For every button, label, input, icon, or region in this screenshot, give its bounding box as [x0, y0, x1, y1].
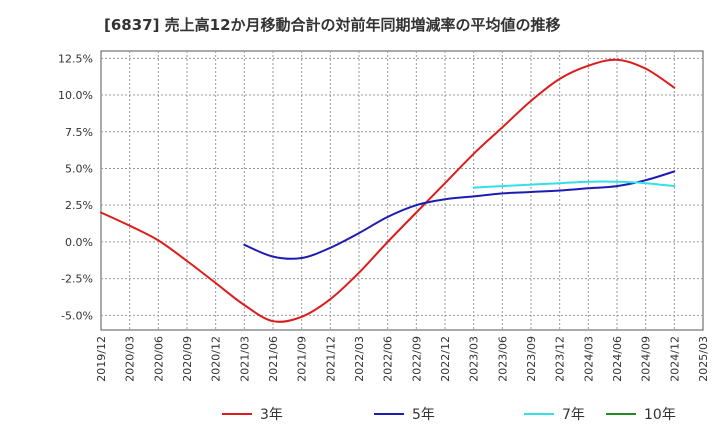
x-tick-label: 2020/06	[152, 336, 165, 382]
chart-title: [6837] 売上高12か月移動合計の対前年同期増減率の平均値の推移	[104, 16, 561, 34]
legend-label: 3年	[260, 407, 283, 423]
series-line-1	[100, 58, 676, 323]
y-tick-label: 0.0%	[65, 236, 93, 249]
x-tick-label: 2022/03	[353, 336, 366, 382]
legend-label: 7年	[562, 407, 585, 423]
y-tick-label: -5.0%	[61, 309, 93, 322]
x-tick-label: 2023/09	[525, 336, 538, 382]
x-tick-label: 2023/12	[554, 336, 567, 382]
series-lines	[100, 58, 676, 323]
legend-label: 10年	[644, 407, 676, 423]
x-tick-label: 2024/09	[640, 336, 653, 382]
plot-area	[100, 50, 704, 331]
series-line-2	[243, 170, 676, 260]
x-tick-label: 2024/03	[582, 336, 595, 382]
grid	[101, 51, 703, 330]
x-tick-label: 2022/09	[410, 336, 423, 382]
x-tick-label: 2021/09	[296, 336, 309, 382]
x-tick-label: 2021/06	[267, 336, 280, 382]
x-tick-label: 2022/06	[382, 336, 395, 382]
y-tick-label: 10.0%	[58, 89, 93, 102]
x-tick-label: 2021/12	[324, 336, 337, 382]
y-tick-label: -2.5%	[61, 273, 93, 286]
x-tick-label: 2021/03	[238, 336, 251, 382]
x-tick-label: 2019/12	[95, 336, 108, 382]
x-tick-label: 2020/09	[181, 336, 194, 382]
x-axis-ticks: 2019/12 2020/03 2020/06 2020/09 2020/12 2021/…	[95, 336, 710, 382]
y-tick-label: 7.5%	[65, 126, 93, 139]
y-tick-label: 12.5%	[58, 52, 93, 65]
x-tick-label: 2024/12	[668, 336, 681, 382]
x-tick-label: 2020/03	[124, 336, 137, 382]
y-axis-ticks: 12.5% 10.0% 7.5% 5.0% 2.5% 0.0% -2.5% -5.0%	[58, 52, 93, 322]
legend-label: 5年	[412, 407, 435, 423]
x-tick-label: 2023/03	[468, 336, 481, 382]
x-tick-label: 2024/06	[611, 336, 624, 382]
y-tick-label: 2.5%	[65, 199, 93, 212]
x-tick-label: 2025/03	[697, 336, 710, 382]
series-line-3	[472, 180, 676, 189]
x-tick-label: 2023/06	[496, 336, 509, 382]
legend: 3年 5年 7年 10年	[222, 407, 676, 423]
x-tick-label: 2022/12	[439, 336, 452, 382]
x-tick-label: 2020/12	[210, 336, 223, 382]
y-tick-label: 5.0%	[65, 162, 93, 175]
